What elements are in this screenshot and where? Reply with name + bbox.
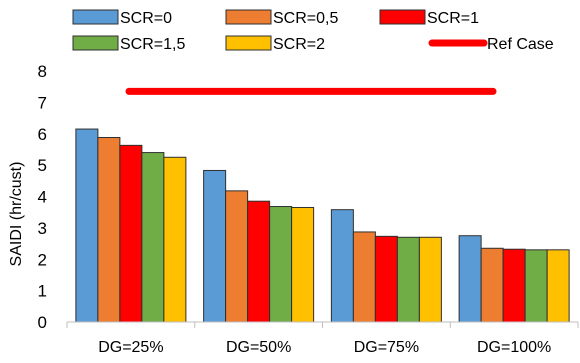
y-tick-label-1: 1 — [38, 282, 47, 301]
y-tick-label-4: 4 — [38, 188, 47, 207]
bar-SCR=1,5-DG=100% — [524, 249, 548, 323]
bar-SCR=0,5-DG=50% — [225, 190, 249, 323]
legend-item: SCR=2 — [225, 35, 325, 53]
bar-SCR=2-DG=100% — [546, 249, 570, 323]
bar-SCR=1,5-DG=75% — [396, 236, 420, 323]
bars — [75, 128, 570, 323]
bar-SCR=1,5-DG=25% — [141, 152, 165, 323]
legend-swatch — [72, 9, 119, 25]
y-tick-label-6: 6 — [38, 125, 47, 144]
legend-item: SCR=1 — [379, 9, 479, 27]
legend-swatch — [379, 9, 426, 25]
legend-label: SCR=2 — [273, 36, 325, 53]
bar-SCR=1-DG=50% — [247, 200, 271, 323]
bar-SCR=0,5-DG=25% — [97, 137, 121, 323]
bar-SCR=0-DG=50% — [203, 169, 227, 323]
legend-label: SCR=0,5 — [273, 10, 338, 27]
legend-item: SCR=1,5 — [72, 35, 185, 53]
legend-label: SCR=1 — [427, 10, 479, 27]
y-axis-title: SAIDI (hr/cust) — [8, 162, 25, 267]
bar-SCR=2-DG=50% — [291, 206, 315, 323]
bar-SCR=0,5-DG=100% — [480, 247, 504, 323]
bar-SCR=0,5-DG=75% — [352, 231, 376, 323]
x-category-label: DG=75% — [354, 339, 419, 356]
bar-SCR=0-DG=25% — [75, 128, 99, 323]
legend-swatch — [72, 35, 119, 51]
bar-SCR=1-DG=100% — [502, 248, 526, 323]
legend-label: SCR=0 — [120, 10, 172, 27]
bar-SCR=0-DG=75% — [330, 209, 354, 323]
legend-swatch — [225, 35, 272, 51]
legend-label: Ref Case — [487, 36, 554, 53]
legend-item: Ref Case — [428, 36, 554, 53]
y-tick-label-8: 8 — [38, 62, 47, 81]
legend-item: SCR=0,5 — [225, 9, 338, 27]
legend: SCR=0 SCR=0,5 SCR=1 SCR=1,5 SCR=2 Ref Case — [72, 9, 554, 53]
x-category-label: DG=100% — [477, 339, 551, 356]
x-category-label: DG=50% — [226, 339, 291, 356]
y-tick-label-7: 7 — [38, 93, 47, 112]
x-category-label: DG=25% — [98, 339, 163, 356]
bar-SCR=1-DG=25% — [119, 144, 143, 323]
bar-SCR=1,5-DG=50% — [269, 206, 293, 323]
legend-item: SCR=0 — [72, 9, 172, 27]
y-tick-label-2: 2 — [38, 250, 47, 269]
y-tick-label-0: 0 — [38, 313, 47, 332]
legend-label: SCR=1,5 — [120, 36, 185, 53]
legend-swatch — [225, 9, 272, 25]
bar-SCR=0-DG=100% — [458, 235, 482, 323]
bar-SCR=2-DG=75% — [418, 236, 442, 323]
y-tick-label-5: 5 — [38, 156, 47, 175]
bar-SCR=1-DG=75% — [374, 235, 398, 323]
x-axis-categories: DG=25% DG=50% DG=75% DG=100% — [66, 322, 579, 356]
bar-SCR=2-DG=25% — [163, 156, 187, 323]
y-tick-label-3: 3 — [38, 219, 47, 238]
y-axis-ticks: 0 1 2 3 4 5 6 7 8 — [38, 62, 47, 332]
